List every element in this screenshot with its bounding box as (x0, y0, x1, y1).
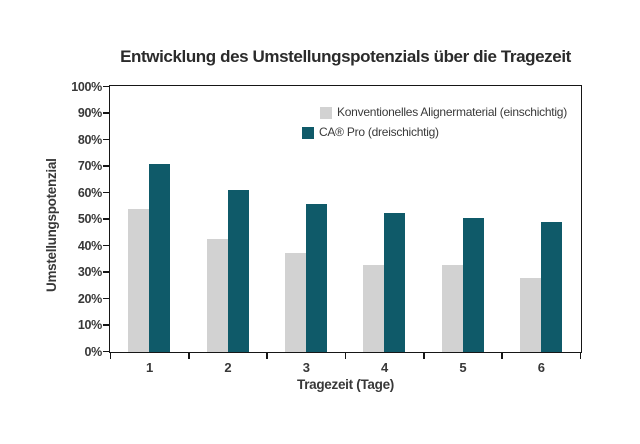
bar-konventionell-tag-3 (284, 252, 306, 352)
legend-item-capro: CA® Pro (dreischichtig) (302, 125, 439, 140)
x-category-label: 5 (459, 360, 467, 375)
x-category-label: 4 (381, 360, 389, 375)
bar-capro-tag-1 (149, 163, 171, 352)
bar-konventionell-tag-4 (363, 264, 385, 352)
y-tick-label: 80% (77, 132, 102, 147)
bar-capro-tag-4 (384, 212, 406, 352)
y-tick-mark (103, 165, 109, 167)
y-tick-mark (103, 350, 109, 353)
legend-item-conventional: Konventionelles Alignermaterial (einschi… (320, 105, 567, 120)
legend-swatch-capro-icon (302, 126, 314, 139)
x-tick-mark (188, 353, 190, 359)
bar-capro-tag-2 (227, 190, 249, 352)
chart-title: Entwicklung des Umstellungspotenzials üb… (120, 47, 571, 66)
x-category-label: 6 (537, 360, 545, 375)
bar-capro-tag-6 (540, 222, 562, 352)
x-axis-title: Tragezeit (Tage) (297, 377, 394, 392)
y-tick-label: 70% (77, 159, 102, 173)
y-tick-label: 100% (71, 79, 102, 94)
y-tick-label: 40% (77, 238, 102, 253)
x-category-label: 1 (146, 360, 154, 375)
y-tick-mark (103, 85, 109, 88)
y-tick-mark (103, 244, 109, 247)
x-tick-mark (109, 353, 112, 359)
x-tick-mark (344, 353, 347, 359)
x-tick-mark (266, 353, 268, 359)
bar-konventionell-tag-6 (519, 277, 541, 352)
y-tick-label: 0% (84, 344, 103, 359)
x-category-label: 3 (302, 360, 310, 375)
bar-konventionell-tag-1 (128, 208, 150, 352)
y-tick-mark (103, 271, 109, 273)
y-tick-mark (103, 324, 109, 326)
y-tick-mark (103, 218, 109, 220)
x-tick-mark (501, 353, 503, 359)
x-tick-mark (423, 353, 425, 359)
y-tick-label: 50% (77, 212, 102, 226)
y-tick-mark (103, 112, 109, 114)
legend-label-capro: CA® Pro (dreischichtig) (319, 125, 439, 139)
legend-swatch-conventional-icon (320, 106, 332, 119)
plot-area (109, 85, 582, 353)
x-tick-mark (579, 353, 582, 359)
y-tick-mark (103, 297, 109, 300)
y-tick-mark (103, 191, 109, 194)
legend-label-conventional: Konventionelles Alignermaterial (einschi… (337, 105, 567, 119)
bar-capro-tag-5 (462, 218, 484, 352)
plot-inner (110, 86, 581, 352)
y-tick-label: 20% (77, 291, 102, 306)
bar-konventionell-tag-2 (206, 239, 228, 352)
bar-konventionell-tag-5 (441, 264, 463, 352)
y-tick-mark (103, 138, 109, 141)
y-tick-label: 60% (77, 185, 102, 200)
bar-capro-tag-3 (305, 203, 327, 352)
x-category-label: 2 (224, 360, 232, 375)
y-tick-label: 30% (77, 265, 102, 279)
y-tick-label: 90% (77, 106, 102, 120)
y-tick-label: 10% (77, 318, 102, 332)
